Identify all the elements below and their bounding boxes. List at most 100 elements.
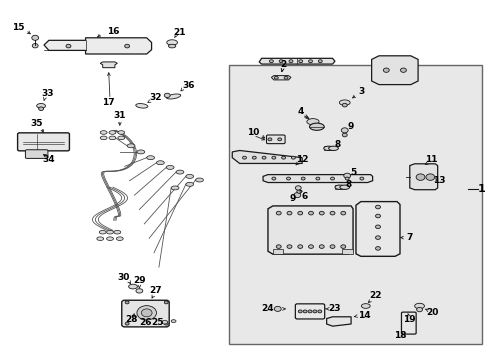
Circle shape bbox=[271, 177, 275, 180]
Text: 18: 18 bbox=[393, 331, 406, 340]
Circle shape bbox=[319, 245, 324, 248]
Text: 23: 23 bbox=[328, 305, 341, 313]
Text: 32: 32 bbox=[149, 94, 162, 103]
Ellipse shape bbox=[168, 44, 175, 48]
Text: 14: 14 bbox=[357, 310, 370, 320]
Circle shape bbox=[274, 76, 278, 79]
Circle shape bbox=[329, 211, 334, 215]
Circle shape bbox=[281, 156, 285, 159]
Circle shape bbox=[66, 44, 71, 48]
Polygon shape bbox=[232, 150, 302, 163]
Circle shape bbox=[340, 245, 345, 248]
Text: 30: 30 bbox=[117, 273, 129, 282]
Circle shape bbox=[164, 301, 168, 304]
Ellipse shape bbox=[109, 131, 116, 134]
Text: 9: 9 bbox=[288, 194, 295, 203]
Circle shape bbox=[375, 205, 380, 209]
Text: 21: 21 bbox=[173, 28, 186, 37]
Circle shape bbox=[375, 247, 380, 250]
Text: 20: 20 bbox=[426, 308, 438, 317]
Ellipse shape bbox=[97, 237, 103, 240]
Circle shape bbox=[343, 173, 350, 178]
Ellipse shape bbox=[137, 150, 144, 154]
Text: 22: 22 bbox=[368, 292, 381, 300]
Circle shape bbox=[342, 133, 346, 137]
Ellipse shape bbox=[100, 136, 107, 140]
Circle shape bbox=[297, 245, 302, 248]
Circle shape bbox=[415, 174, 424, 180]
Circle shape bbox=[416, 307, 422, 312]
Ellipse shape bbox=[334, 185, 344, 189]
Text: 35: 35 bbox=[30, 119, 43, 128]
Ellipse shape bbox=[137, 306, 156, 320]
Circle shape bbox=[276, 245, 281, 248]
Text: 10: 10 bbox=[246, 128, 259, 137]
Ellipse shape bbox=[171, 186, 179, 190]
Ellipse shape bbox=[118, 131, 124, 134]
Text: 1: 1 bbox=[477, 184, 485, 194]
Circle shape bbox=[330, 177, 334, 180]
Text: 27: 27 bbox=[149, 287, 162, 295]
Ellipse shape bbox=[116, 237, 123, 240]
Circle shape bbox=[124, 44, 129, 48]
Circle shape bbox=[307, 310, 311, 313]
Ellipse shape bbox=[323, 146, 333, 150]
Circle shape bbox=[296, 190, 301, 193]
FancyBboxPatch shape bbox=[122, 300, 169, 327]
Ellipse shape bbox=[339, 100, 349, 105]
Ellipse shape bbox=[136, 289, 142, 293]
Circle shape bbox=[286, 211, 291, 215]
Text: 29: 29 bbox=[133, 276, 145, 285]
Ellipse shape bbox=[166, 94, 181, 99]
Text: 19: 19 bbox=[403, 315, 415, 324]
Circle shape bbox=[271, 156, 275, 159]
FancyBboxPatch shape bbox=[266, 135, 285, 144]
Ellipse shape bbox=[127, 144, 135, 148]
Polygon shape bbox=[409, 164, 437, 190]
Bar bbox=[342, 249, 352, 254]
Circle shape bbox=[267, 138, 271, 141]
Bar bbox=[228, 65, 481, 344]
Circle shape bbox=[340, 211, 345, 215]
Circle shape bbox=[286, 177, 290, 180]
Text: 5: 5 bbox=[349, 168, 355, 177]
Circle shape bbox=[319, 211, 324, 215]
Circle shape bbox=[301, 177, 305, 180]
Text: 2: 2 bbox=[280, 60, 286, 69]
Circle shape bbox=[32, 44, 38, 48]
Polygon shape bbox=[263, 175, 372, 183]
Circle shape bbox=[342, 103, 346, 107]
Circle shape bbox=[242, 156, 246, 159]
Text: 9: 9 bbox=[347, 122, 354, 131]
Circle shape bbox=[298, 60, 302, 63]
Circle shape bbox=[276, 211, 281, 215]
Ellipse shape bbox=[185, 175, 193, 179]
Ellipse shape bbox=[156, 161, 164, 165]
Text: 26: 26 bbox=[139, 318, 152, 327]
Ellipse shape bbox=[146, 156, 154, 160]
Circle shape bbox=[425, 174, 434, 180]
Circle shape bbox=[39, 107, 43, 111]
Ellipse shape bbox=[37, 104, 45, 108]
Circle shape bbox=[375, 225, 380, 229]
Bar bbox=[272, 249, 282, 254]
Text: 34: 34 bbox=[42, 155, 55, 163]
Polygon shape bbox=[44, 38, 151, 54]
Ellipse shape bbox=[195, 178, 203, 182]
Circle shape bbox=[297, 211, 302, 215]
Circle shape bbox=[125, 301, 129, 304]
Ellipse shape bbox=[162, 320, 167, 324]
Circle shape bbox=[164, 322, 168, 325]
Ellipse shape bbox=[100, 131, 107, 134]
Polygon shape bbox=[267, 206, 352, 254]
Text: 7: 7 bbox=[406, 233, 412, 242]
Ellipse shape bbox=[176, 170, 183, 174]
FancyBboxPatch shape bbox=[295, 304, 324, 319]
Circle shape bbox=[125, 322, 129, 325]
Text: 6: 6 bbox=[301, 192, 306, 201]
Text: 3: 3 bbox=[358, 87, 364, 96]
FancyBboxPatch shape bbox=[18, 133, 69, 151]
Text: 11: 11 bbox=[424, 155, 437, 163]
Ellipse shape bbox=[109, 136, 116, 140]
Ellipse shape bbox=[185, 183, 193, 186]
